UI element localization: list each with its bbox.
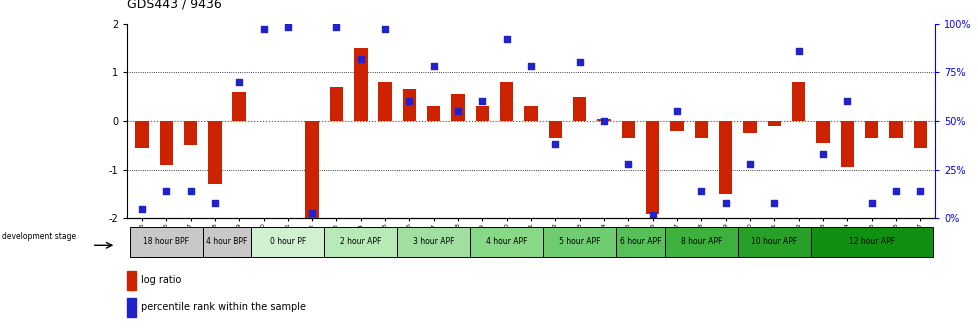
Bar bbox=[767, 121, 780, 126]
Bar bbox=[251, 227, 324, 257]
Point bbox=[183, 188, 199, 194]
Bar bbox=[737, 227, 810, 257]
Bar bbox=[810, 227, 932, 257]
Bar bbox=[324, 227, 397, 257]
Point bbox=[206, 200, 222, 206]
Bar bbox=[397, 227, 469, 257]
Bar bbox=[865, 121, 877, 138]
Point bbox=[717, 200, 733, 206]
Point bbox=[474, 99, 490, 104]
Text: 6 hour APF: 6 hour APF bbox=[619, 238, 661, 246]
Bar bbox=[127, 271, 136, 290]
Bar bbox=[615, 227, 664, 257]
Bar bbox=[202, 227, 251, 257]
Text: 8 hour APF: 8 hour APF bbox=[680, 238, 722, 246]
Point bbox=[571, 60, 587, 65]
Point bbox=[450, 109, 466, 114]
Point bbox=[304, 210, 320, 215]
Point bbox=[522, 64, 538, 69]
Text: 4 hour BPF: 4 hour BPF bbox=[206, 238, 247, 246]
Bar bbox=[912, 121, 926, 148]
Bar bbox=[469, 227, 543, 257]
Bar bbox=[451, 94, 465, 121]
Point bbox=[158, 188, 174, 194]
Bar bbox=[378, 82, 391, 121]
Bar bbox=[597, 119, 610, 121]
Point bbox=[645, 212, 660, 217]
Bar bbox=[694, 121, 707, 138]
Point bbox=[863, 200, 878, 206]
Bar bbox=[621, 121, 635, 138]
Text: 5 hour APF: 5 hour APF bbox=[558, 238, 600, 246]
Point bbox=[620, 161, 636, 167]
Point bbox=[911, 188, 927, 194]
Point bbox=[231, 79, 246, 85]
Text: GDS443 / 9436: GDS443 / 9436 bbox=[127, 0, 222, 10]
Text: 2 hour APF: 2 hour APF bbox=[339, 238, 381, 246]
Point bbox=[425, 64, 441, 69]
Point bbox=[280, 25, 295, 30]
Point bbox=[134, 206, 150, 211]
Bar bbox=[664, 227, 737, 257]
Point bbox=[839, 99, 855, 104]
Point bbox=[547, 142, 562, 147]
Text: 3 hour APF: 3 hour APF bbox=[413, 238, 454, 246]
Bar bbox=[402, 89, 416, 121]
Bar bbox=[840, 121, 853, 167]
Point bbox=[596, 118, 611, 124]
Point bbox=[741, 161, 757, 167]
Point bbox=[887, 188, 903, 194]
Text: 4 hour APF: 4 hour APF bbox=[485, 238, 527, 246]
Point bbox=[669, 109, 685, 114]
Bar bbox=[184, 121, 197, 145]
Point bbox=[377, 27, 392, 32]
Bar bbox=[549, 121, 561, 138]
Bar bbox=[232, 92, 245, 121]
Point bbox=[255, 27, 271, 32]
Point bbox=[329, 25, 344, 30]
Point bbox=[790, 48, 806, 53]
Bar bbox=[645, 121, 659, 214]
Point bbox=[815, 152, 830, 157]
Bar bbox=[742, 121, 756, 133]
Bar bbox=[127, 298, 136, 317]
Bar bbox=[159, 121, 173, 165]
Point bbox=[401, 99, 417, 104]
Point bbox=[692, 188, 708, 194]
Text: 10 hour APF: 10 hour APF bbox=[750, 238, 797, 246]
Bar bbox=[208, 121, 221, 184]
Bar bbox=[475, 106, 489, 121]
Bar bbox=[135, 121, 149, 148]
Bar bbox=[572, 97, 586, 121]
Bar bbox=[543, 227, 615, 257]
Bar bbox=[354, 48, 367, 121]
Bar bbox=[330, 87, 343, 121]
Bar bbox=[426, 106, 440, 121]
Text: percentile rank within the sample: percentile rank within the sample bbox=[141, 302, 306, 312]
Text: development stage: development stage bbox=[2, 233, 76, 241]
Bar bbox=[888, 121, 902, 138]
Bar bbox=[791, 82, 805, 121]
Bar bbox=[524, 106, 537, 121]
Text: 12 hour APF: 12 hour APF bbox=[848, 238, 894, 246]
Bar bbox=[718, 121, 732, 194]
Point bbox=[766, 200, 781, 206]
Point bbox=[353, 56, 369, 61]
Bar bbox=[129, 227, 202, 257]
Point bbox=[499, 36, 514, 42]
Text: 0 hour PF: 0 hour PF bbox=[269, 238, 306, 246]
Bar bbox=[305, 121, 319, 218]
Bar bbox=[816, 121, 829, 143]
Bar bbox=[500, 82, 512, 121]
Bar bbox=[670, 121, 683, 131]
Text: 18 hour BPF: 18 hour BPF bbox=[143, 238, 189, 246]
Text: log ratio: log ratio bbox=[141, 275, 181, 285]
